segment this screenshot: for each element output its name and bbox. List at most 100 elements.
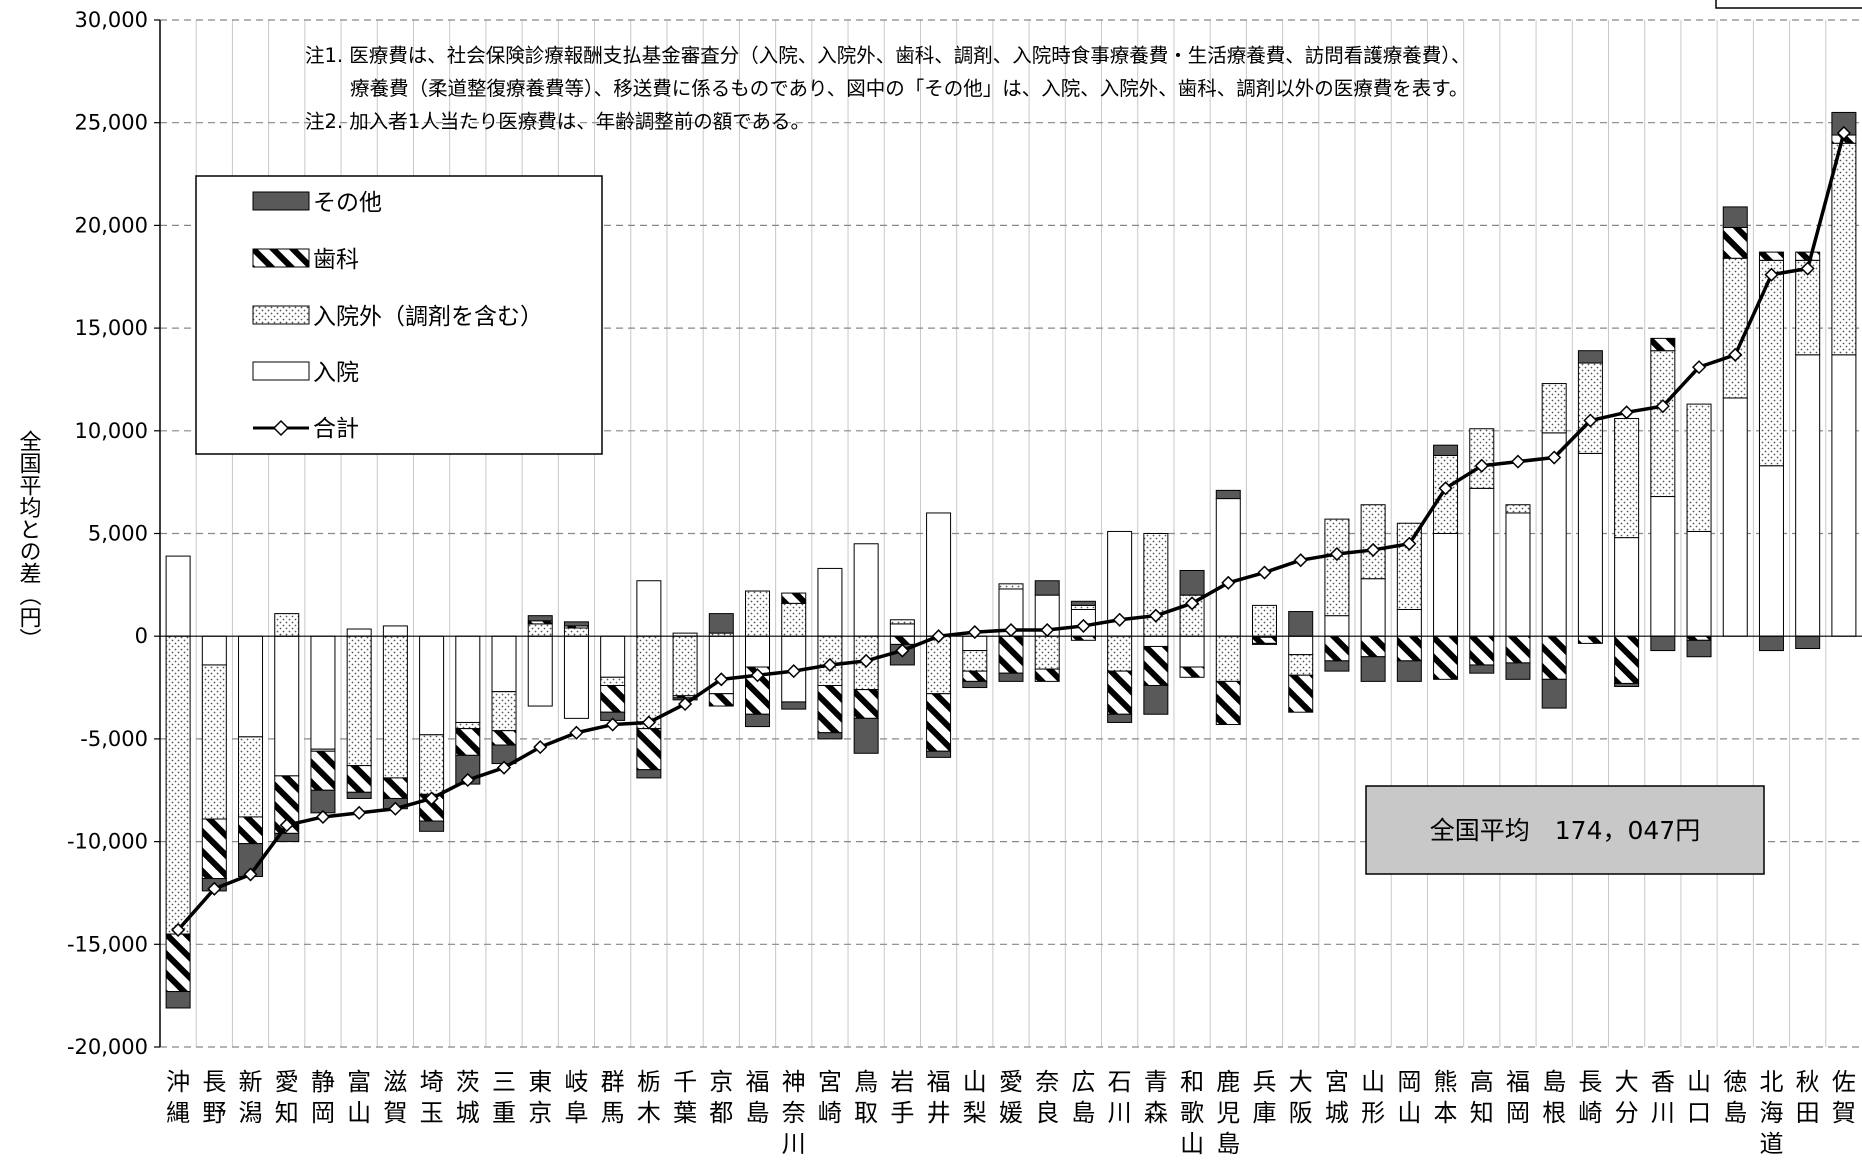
x-category-char: 高: [1470, 1068, 1494, 1096]
bar-segment-outpatient: [781, 602, 807, 637]
x-category-char: 新: [239, 1068, 263, 1096]
bar-segment-other: [781, 701, 807, 710]
bar-segment-outpatient: [998, 583, 1024, 590]
bar-segment-inpatient: [853, 543, 879, 637]
total-point: [931, 629, 946, 644]
x-category-char: 佐: [1832, 1068, 1856, 1096]
bar-segment-outpatient: [382, 635, 408, 779]
y-tick-label: -10,000: [67, 830, 148, 854]
x-category-char: 口: [1687, 1099, 1711, 1127]
bar-segment-outpatient: [527, 623, 553, 637]
x-category-char: 群: [601, 1068, 625, 1096]
y-tick-label: 5,000: [88, 522, 148, 546]
bar-segment-other: [1758, 635, 1784, 652]
bar-segment-inpatient: [1143, 635, 1169, 647]
bar-segment-inpatient: [1505, 512, 1531, 637]
x-category-char: 和: [1180, 1068, 1204, 1096]
bar-segment-dental: [1288, 674, 1314, 713]
bar-segment-inpatient: [889, 623, 915, 637]
bar-segment-other: [346, 791, 372, 799]
y-axis-ticks: -20,000 -15,000 -10,000 -5,000 0 5,000 10,000 1…: [67, 8, 160, 1059]
x-category-char: 長: [1578, 1068, 1602, 1096]
total-point: [1040, 622, 1055, 638]
x-category-char: 岩: [890, 1068, 914, 1096]
total-point: [822, 657, 837, 673]
legend-swatch-other: [252, 191, 310, 211]
bar-segment-other: [563, 621, 589, 627]
bar-segment-other: [1505, 662, 1531, 680]
x-category-char: 潟: [239, 1099, 263, 1127]
x-category-char: 奈: [782, 1099, 806, 1127]
bar-segment-other: [310, 789, 336, 814]
bar-segment-dental: [1360, 635, 1386, 658]
total-point: [1800, 261, 1815, 276]
bar-segment-other: [1433, 444, 1459, 456]
total-point: [1076, 618, 1091, 633]
bar-segment-dental: [346, 765, 372, 793]
total-point: [388, 801, 403, 816]
bar-segment-dental: [1686, 635, 1712, 641]
y-tick-label: 20,000: [75, 213, 148, 237]
x-category-char: 城: [456, 1099, 480, 1127]
x-category-char: 阜: [564, 1099, 588, 1127]
bar-segment-inpatient: [1577, 452, 1603, 637]
x-category-char: 北: [1759, 1068, 1783, 1096]
x-category-char: 川: [1651, 1099, 1675, 1127]
total-point: [1003, 622, 1019, 638]
x-category-char: 奈: [1035, 1068, 1059, 1096]
bar-segment-outpatient: [1215, 635, 1241, 682]
bar-segment-outpatient: [926, 635, 952, 695]
y-tick-label: 10,000: [75, 419, 148, 443]
total-point: [1583, 413, 1598, 428]
bar-segment-dental: [165, 933, 191, 993]
x-category-char: 福: [746, 1068, 770, 1096]
bar-segment-other: [1070, 600, 1096, 606]
legend-label-dental: 歯科: [313, 247, 359, 273]
x-category-char: 山: [1687, 1068, 1711, 1096]
bar-segment-dental: [1070, 635, 1096, 641]
total-point: [533, 740, 548, 755]
bar-segment-other: [274, 832, 300, 843]
x-category-char: 形: [1361, 1099, 1385, 1127]
bar-segment-inpatient: [1722, 397, 1748, 637]
legend-swatch-dental: [252, 248, 310, 268]
bar-segment-other: [1107, 713, 1133, 723]
gridlines: [160, 19, 1862, 1048]
note-2: 注2. 加入者1人当たり医療費は、年齢調整前の額である。: [305, 110, 810, 133]
total-point: [895, 643, 910, 658]
bar-segment-inpatient: [1324, 615, 1350, 637]
x-category-char: 熊: [1434, 1068, 1458, 1096]
bar-segment-other: [1034, 580, 1060, 596]
bar-segment-outpatient: [1324, 518, 1350, 617]
bar-segment-inpatient: [346, 628, 372, 637]
national-average-box: 全国平均 174，047円: [1365, 785, 1765, 875]
x-category-char: 鹿: [1216, 1068, 1240, 1096]
total-point: [1257, 565, 1272, 580]
x-category-char: 道: [1759, 1130, 1783, 1158]
bar-segment-dental: [853, 689, 879, 719]
bar-segment-outpatient: [201, 664, 227, 820]
bar-segment-outpatient: [1360, 504, 1386, 580]
bar-segment-dental: [1143, 645, 1169, 686]
bar-segment-other: [1614, 682, 1640, 688]
x-axis-categories: 沖縄長野新潟愛知静岡富山滋賀埼玉茨城三重東京岐阜群馬栃木千葉京都福島神奈川宮崎鳥…: [166, 1068, 1856, 1158]
x-category-char: 城: [1325, 1099, 1349, 1127]
bar-segment-other: [708, 613, 734, 634]
bar-segment-dental: [1505, 635, 1531, 664]
bar-segment-outpatient: [636, 635, 662, 730]
bar-segment-other: [165, 991, 191, 1009]
bar-segment-outpatient: [1288, 654, 1314, 676]
bar-segment-outpatient: [889, 619, 915, 625]
bar-segment-inpatient: [636, 580, 662, 637]
bar-segment-inpatient: [1288, 635, 1314, 656]
x-category-char: 栃: [637, 1068, 661, 1096]
x-category-char: 京: [528, 1099, 552, 1127]
total-point: [424, 791, 439, 806]
total-point: [1112, 612, 1127, 627]
x-category-char: 野: [202, 1099, 226, 1127]
x-category-char: 福: [927, 1068, 951, 1096]
y-tick-label: 15,000: [75, 316, 148, 340]
bar-segment-inpatient: [310, 635, 336, 750]
x-category-char: 島: [1071, 1099, 1095, 1127]
x-category-char: 島: [1542, 1068, 1566, 1096]
